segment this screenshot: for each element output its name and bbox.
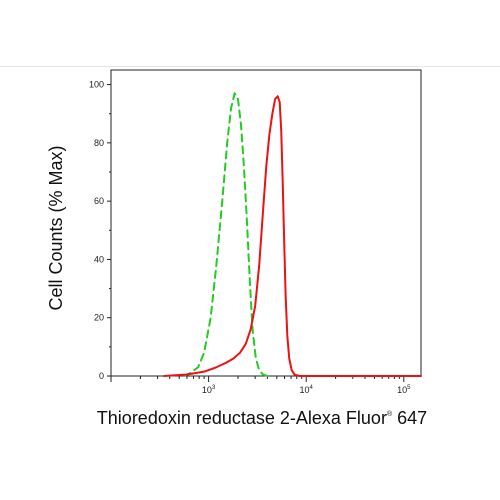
x-axis-label-registered-mark: ® — [387, 410, 393, 418]
series-layer — [163, 92, 422, 377]
y-axis-label: Cell Counts (% Max) — [46, 145, 66, 310]
x-tick-label: 105 — [397, 385, 411, 395]
y-tick-label: 60 — [94, 196, 104, 206]
x-axis-label: Thioredoxin reductase 2-Alexa Fluor® 647 — [97, 408, 427, 428]
dashed-histogram-line — [183, 92, 269, 377]
x-tick-label: 104 — [300, 385, 314, 395]
y-tick-label: 80 — [94, 138, 104, 148]
x-axis-label-main: Thioredoxin reductase 2-Alexa Fluor — [97, 408, 387, 428]
y-tick-label: 100 — [89, 80, 104, 90]
y-tick-label: 0 — [99, 371, 104, 381]
axes: 0 20 40 60 80 100 103 104 105 — [89, 69, 422, 395]
x-tick-label: 103 — [202, 385, 216, 395]
plot-frame — [110, 69, 422, 377]
solid-histogram-line — [163, 95, 422, 377]
y-tick-label: 40 — [94, 254, 104, 264]
top-separator-line — [0, 66, 500, 67]
x-axis-label-suffix: 647 — [397, 408, 427, 428]
y-tick-label: 20 — [94, 313, 104, 323]
